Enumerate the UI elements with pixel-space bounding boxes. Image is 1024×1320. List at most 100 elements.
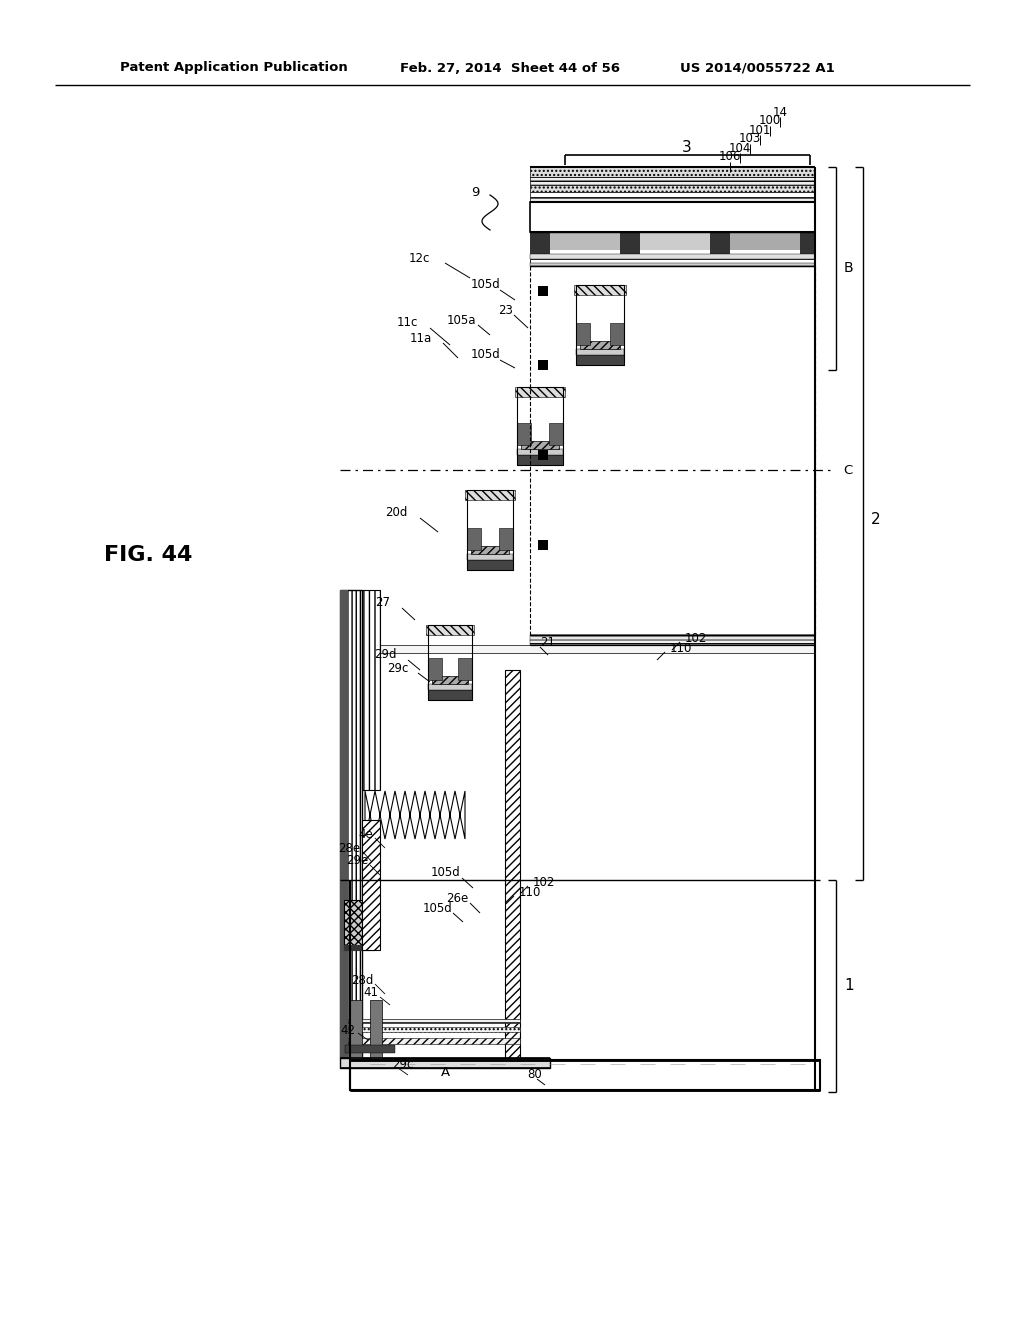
Text: 26e: 26e xyxy=(445,891,468,904)
Bar xyxy=(344,900,374,950)
Bar xyxy=(575,355,624,366)
Bar xyxy=(467,490,513,570)
Bar xyxy=(710,232,730,253)
Bar xyxy=(517,455,563,465)
Bar xyxy=(499,528,513,550)
Bar xyxy=(538,540,548,550)
Bar xyxy=(467,528,481,550)
Bar xyxy=(340,590,348,1059)
Bar xyxy=(348,1019,520,1023)
Text: 28e: 28e xyxy=(338,842,360,854)
Text: C: C xyxy=(843,463,852,477)
Text: 14: 14 xyxy=(772,106,787,119)
Bar xyxy=(530,185,815,191)
Text: 105d: 105d xyxy=(422,902,452,915)
Text: B: B xyxy=(844,261,854,275)
Text: 102: 102 xyxy=(534,875,555,888)
Polygon shape xyxy=(365,791,465,840)
Bar xyxy=(521,441,559,449)
Text: Feb. 27, 2014  Sheet 44 of 56: Feb. 27, 2014 Sheet 44 of 56 xyxy=(400,62,620,74)
Bar xyxy=(362,820,380,950)
Bar xyxy=(467,554,513,560)
Text: 12c: 12c xyxy=(409,252,430,264)
Bar xyxy=(575,348,624,355)
Text: 104: 104 xyxy=(729,141,752,154)
Text: 101: 101 xyxy=(749,124,771,136)
Bar xyxy=(428,684,472,690)
Text: 102: 102 xyxy=(685,631,708,644)
Text: 106: 106 xyxy=(719,150,741,164)
Bar xyxy=(515,387,565,397)
Text: 29d: 29d xyxy=(375,648,397,661)
Text: 42: 42 xyxy=(340,1023,355,1036)
Bar xyxy=(517,449,563,455)
Bar xyxy=(549,422,563,445)
Text: 28d: 28d xyxy=(350,974,373,986)
Bar xyxy=(538,360,548,370)
Text: 23: 23 xyxy=(498,304,513,317)
Bar xyxy=(517,422,531,445)
Bar xyxy=(428,690,472,700)
Text: 105d: 105d xyxy=(470,348,500,362)
Bar xyxy=(620,232,640,253)
Text: 3: 3 xyxy=(682,140,692,154)
Bar xyxy=(800,232,815,253)
Text: 105a: 105a xyxy=(446,314,476,326)
Text: 110: 110 xyxy=(519,886,542,899)
Bar xyxy=(530,259,815,263)
Bar xyxy=(575,323,590,345)
Text: 80: 80 xyxy=(527,1068,543,1081)
Bar xyxy=(428,657,442,680)
Bar xyxy=(432,676,468,684)
Bar xyxy=(340,590,362,1059)
Bar xyxy=(538,450,548,459)
Bar xyxy=(730,232,800,249)
Text: 9: 9 xyxy=(472,186,480,199)
Text: 11c: 11c xyxy=(396,317,418,330)
Text: 105d: 105d xyxy=(470,279,500,292)
Text: A: A xyxy=(440,1065,450,1078)
Text: 29e: 29e xyxy=(346,854,368,866)
Bar xyxy=(344,945,374,950)
Text: 100: 100 xyxy=(759,115,781,128)
Bar xyxy=(350,1060,820,1090)
Bar xyxy=(458,657,472,680)
Bar xyxy=(530,253,815,259)
Bar xyxy=(530,640,815,645)
Bar xyxy=(517,387,563,465)
Text: 21: 21 xyxy=(540,635,555,648)
Bar xyxy=(362,590,380,789)
Bar xyxy=(530,202,815,232)
Text: 11a: 11a xyxy=(410,331,432,345)
Bar xyxy=(530,635,815,640)
Text: 110: 110 xyxy=(670,642,692,655)
Bar xyxy=(467,560,513,570)
Text: 29c: 29c xyxy=(392,1059,414,1072)
Bar xyxy=(465,490,515,500)
Bar xyxy=(348,1038,520,1044)
Bar xyxy=(370,645,815,653)
Bar xyxy=(370,1001,382,1060)
Text: 2: 2 xyxy=(871,512,881,528)
Bar xyxy=(530,191,815,197)
Text: 20d: 20d xyxy=(386,507,408,520)
Text: US 2014/0055722 A1: US 2014/0055722 A1 xyxy=(680,62,835,74)
Bar xyxy=(530,197,815,202)
Bar xyxy=(530,177,815,185)
Text: 1: 1 xyxy=(844,978,854,994)
Bar xyxy=(574,285,626,294)
Text: 4e: 4e xyxy=(358,829,373,842)
Bar xyxy=(610,323,624,345)
Bar xyxy=(428,624,472,700)
Bar xyxy=(550,232,620,249)
Text: 103: 103 xyxy=(739,132,761,145)
Bar xyxy=(345,1045,395,1053)
Bar xyxy=(530,263,815,267)
Bar xyxy=(640,232,710,249)
Text: 41: 41 xyxy=(362,986,378,999)
Bar xyxy=(505,671,520,1059)
Bar xyxy=(530,168,815,177)
Bar xyxy=(426,624,474,635)
Bar xyxy=(575,285,624,366)
Text: Patent Application Publication: Patent Application Publication xyxy=(120,62,348,74)
